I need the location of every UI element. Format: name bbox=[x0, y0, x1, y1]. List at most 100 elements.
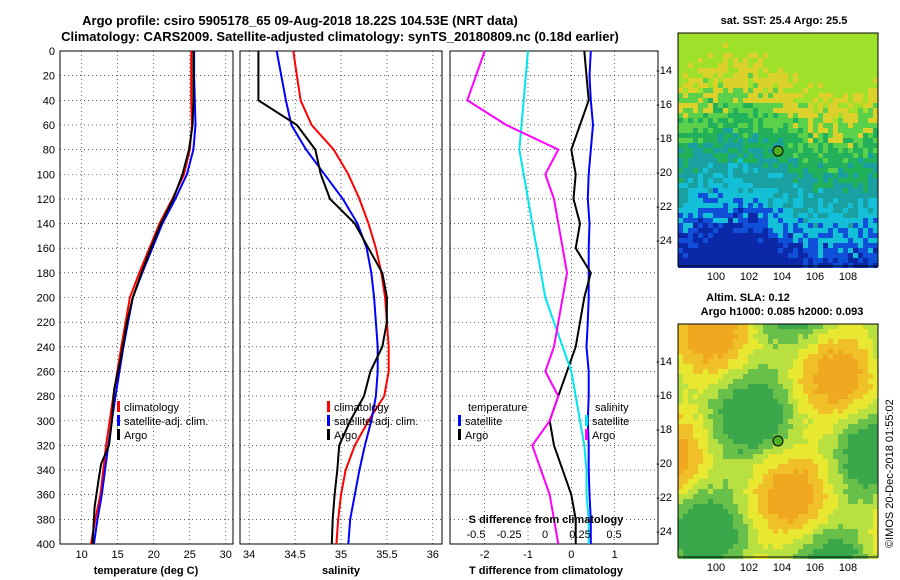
map-cell bbox=[863, 524, 868, 529]
map-cell bbox=[838, 374, 843, 379]
map-cell bbox=[688, 369, 693, 374]
map-cell bbox=[843, 158, 848, 163]
map-cell bbox=[808, 534, 813, 539]
map-cell bbox=[868, 138, 873, 143]
map-cell bbox=[818, 238, 823, 243]
map-cell bbox=[818, 123, 823, 128]
map-cell bbox=[723, 429, 728, 434]
map-cell bbox=[788, 128, 793, 133]
map-cell bbox=[783, 68, 788, 73]
map-cell bbox=[703, 183, 708, 188]
map-cell bbox=[768, 98, 773, 103]
map-cell bbox=[753, 63, 758, 68]
map-cell bbox=[743, 549, 748, 554]
map-cell bbox=[838, 514, 843, 519]
map-cell bbox=[783, 479, 788, 484]
map-cell bbox=[843, 213, 848, 218]
map-cell bbox=[823, 474, 828, 479]
map-cell bbox=[798, 494, 803, 499]
map-cell bbox=[823, 98, 828, 103]
map-cell bbox=[708, 48, 713, 53]
map-cell bbox=[813, 53, 818, 58]
map-cell bbox=[698, 349, 703, 354]
map-cell bbox=[843, 198, 848, 203]
map-cell bbox=[728, 364, 733, 369]
map-cell bbox=[768, 68, 773, 73]
map-cell bbox=[743, 153, 748, 158]
map-cell bbox=[723, 369, 728, 374]
map-cell bbox=[708, 469, 713, 474]
map-cell bbox=[843, 409, 848, 414]
map-cell bbox=[723, 113, 728, 118]
map-cell bbox=[723, 153, 728, 158]
map-cell bbox=[868, 514, 873, 519]
map-cell bbox=[813, 108, 818, 113]
map-cell bbox=[863, 534, 868, 539]
map-cell bbox=[698, 33, 703, 38]
map-cell bbox=[838, 469, 843, 474]
sla-map-title1: Altim. SLA: 0.12 bbox=[706, 292, 790, 304]
map-cell bbox=[713, 389, 718, 394]
map-cell bbox=[863, 128, 868, 133]
salinity-axis-label: salinity bbox=[322, 565, 361, 577]
map-cell bbox=[723, 88, 728, 93]
map-cell bbox=[733, 43, 738, 48]
map-cell bbox=[853, 73, 858, 78]
map-cell bbox=[793, 499, 798, 504]
map-cell bbox=[843, 193, 848, 198]
map-cell bbox=[718, 354, 723, 359]
map-cell bbox=[798, 384, 803, 389]
map-cell bbox=[873, 143, 878, 148]
map-cell bbox=[823, 434, 828, 439]
map-cell bbox=[853, 454, 858, 459]
map-cell bbox=[788, 484, 793, 489]
map-cell bbox=[868, 444, 873, 449]
map-cell bbox=[868, 168, 873, 173]
map-cell bbox=[723, 459, 728, 464]
map-cell bbox=[828, 258, 833, 263]
map-cell bbox=[848, 409, 853, 414]
map-cell bbox=[853, 339, 858, 344]
map-cell bbox=[718, 429, 723, 434]
map-cell bbox=[728, 339, 733, 344]
map-cell bbox=[843, 534, 848, 539]
map-cell bbox=[718, 439, 723, 444]
map-cell bbox=[758, 524, 763, 529]
map-cell bbox=[838, 389, 843, 394]
map-cell bbox=[848, 158, 853, 163]
map-cell bbox=[848, 243, 853, 248]
map-cell bbox=[818, 454, 823, 459]
map-cell bbox=[853, 529, 858, 534]
map-cell bbox=[823, 344, 828, 349]
map-cell bbox=[693, 359, 698, 364]
map-cell bbox=[813, 203, 818, 208]
map-cell bbox=[808, 128, 813, 133]
map-cell bbox=[758, 459, 763, 464]
map-cell bbox=[843, 203, 848, 208]
map-cell bbox=[868, 198, 873, 203]
map-cell bbox=[758, 68, 763, 73]
map-cell bbox=[813, 248, 818, 253]
map-cell bbox=[743, 434, 748, 439]
map-cell bbox=[858, 344, 863, 349]
map-cell bbox=[703, 173, 708, 178]
map-cell bbox=[733, 128, 738, 133]
map-cell bbox=[733, 248, 738, 253]
map-cell bbox=[758, 519, 763, 524]
map-cell bbox=[688, 534, 693, 539]
map-cell bbox=[783, 434, 788, 439]
map-cell bbox=[698, 419, 703, 424]
map-cell bbox=[818, 193, 823, 198]
map-cell bbox=[728, 168, 733, 173]
map-cell bbox=[728, 494, 733, 499]
map-cell bbox=[768, 364, 773, 369]
map-cell bbox=[743, 168, 748, 173]
map-cell bbox=[828, 514, 833, 519]
map-cell bbox=[708, 389, 713, 394]
map-cell bbox=[868, 238, 873, 243]
map-cell bbox=[788, 243, 793, 248]
map-cell bbox=[813, 198, 818, 203]
map-cell bbox=[828, 118, 833, 123]
map-cell bbox=[753, 243, 758, 248]
map-cell bbox=[838, 464, 843, 469]
